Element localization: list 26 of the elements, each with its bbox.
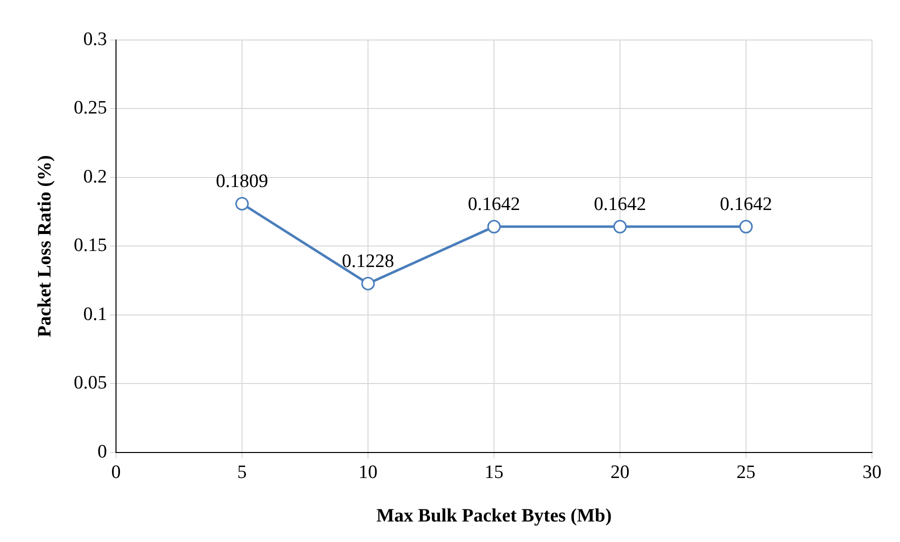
x-tick-label: 30 <box>862 462 882 483</box>
point <box>739 220 753 234</box>
data-label: 0.1809 <box>216 171 268 192</box>
data-label: 0.1642 <box>720 194 772 216</box>
x-tick-label: 25 <box>736 462 756 483</box>
y-tick-label: 0.25 <box>74 98 108 119</box>
x-tick-label: 20 <box>610 462 630 483</box>
x-tick-label: 0 <box>111 462 121 483</box>
y-axis-title: Packet Loss Ratio (%) <box>34 155 56 338</box>
point <box>613 220 627 234</box>
x-tick-label: 5 <box>237 462 247 483</box>
x-tick-label: 10 <box>358 462 378 483</box>
point <box>487 220 501 234</box>
point <box>235 196 249 210</box>
point <box>361 276 375 290</box>
y-tick-label: 0.3 <box>83 28 108 50</box>
data-label: 0.1642 <box>468 194 520 216</box>
y-tick-label: 0.2 <box>83 166 108 188</box>
data-label: 0.1228 <box>342 251 394 272</box>
x-axis-title: Max Bulk Packet Bytes (Mb) <box>376 506 612 527</box>
x-tick-label: 15 <box>484 462 504 483</box>
y-tick-label: 0.15 <box>74 235 108 256</box>
data-label: 0.1642 <box>594 194 646 216</box>
y-tick-label: 0.05 <box>74 372 108 394</box>
y-tick-label: 0.1 <box>83 304 108 325</box>
y-tick-label: 0 <box>98 441 108 462</box>
